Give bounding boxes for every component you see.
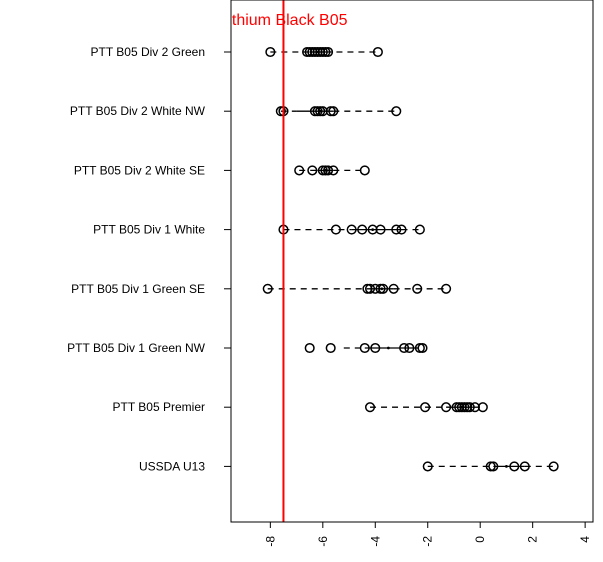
data-point bbox=[420, 402, 431, 413]
data-point bbox=[441, 283, 452, 294]
category-label: PTT B05 Div 2 White SE bbox=[74, 163, 205, 177]
x-tick-label: -4 bbox=[368, 536, 382, 547]
category-label: USSDA U13 bbox=[139, 459, 205, 473]
x-tick-label: 4 bbox=[578, 536, 592, 543]
data-point bbox=[323, 165, 334, 176]
category-label: PTT B05 Div 1 White bbox=[93, 223, 205, 237]
median-marker bbox=[386, 346, 390, 350]
category-labels: PTT B05 Div 2 Green PTT B05 Div 2 White N… bbox=[67, 45, 231, 473]
data-point bbox=[262, 283, 273, 294]
data-point bbox=[396, 224, 407, 235]
x-tick-label: -2 bbox=[421, 536, 435, 547]
data-point bbox=[388, 283, 399, 294]
x-tick-label: -8 bbox=[263, 536, 277, 547]
category-label: PTT B05 Premier bbox=[113, 400, 205, 414]
data-point bbox=[391, 224, 402, 235]
data-point bbox=[464, 402, 475, 413]
data-point bbox=[307, 165, 318, 176]
data-point bbox=[477, 402, 488, 413]
data-point bbox=[304, 342, 315, 354]
data-point bbox=[330, 224, 341, 235]
data-point bbox=[325, 342, 336, 354]
data-point bbox=[370, 342, 381, 354]
data-point bbox=[519, 461, 530, 472]
data-point bbox=[359, 342, 370, 354]
x-tick-label: 2 bbox=[526, 536, 540, 543]
median-marker bbox=[380, 287, 384, 291]
data-point bbox=[372, 46, 383, 58]
median-marker bbox=[324, 169, 327, 172]
data-point bbox=[378, 283, 389, 294]
data-point bbox=[328, 106, 339, 117]
data-point bbox=[357, 224, 368, 235]
x-tick-label: 0 bbox=[473, 536, 487, 543]
data-point bbox=[265, 46, 276, 58]
data-point bbox=[441, 402, 452, 413]
median-marker bbox=[371, 228, 375, 232]
median-marker bbox=[505, 465, 508, 468]
x-tick-label: -6 bbox=[316, 536, 330, 547]
category-label: PTT B05 Div 2 White NW bbox=[70, 104, 206, 118]
data-point bbox=[417, 342, 428, 354]
data-point bbox=[346, 224, 357, 235]
data-point bbox=[359, 165, 370, 176]
data-point bbox=[548, 461, 559, 472]
category-label: PTT B05 Div 1 Green NW bbox=[67, 341, 205, 355]
reference-line-label: Lithium Black B05 bbox=[219, 12, 347, 29]
data-point bbox=[488, 461, 499, 472]
data-point bbox=[364, 283, 376, 294]
data-point bbox=[375, 224, 386, 235]
data-point bbox=[294, 165, 305, 176]
category-label: PTT B05 Div 2 Green bbox=[91, 45, 206, 59]
reference-line-group: Lithium Black B05 bbox=[219, 0, 348, 522]
data-point bbox=[364, 402, 376, 413]
data-point bbox=[328, 165, 339, 176]
data-point bbox=[509, 461, 520, 472]
data-point bbox=[412, 283, 423, 294]
data-point bbox=[414, 224, 425, 235]
category-label: PTT B05 Div 1 Green SE bbox=[71, 282, 205, 296]
data-point bbox=[323, 46, 334, 58]
data-point bbox=[422, 461, 433, 472]
plot-frame bbox=[230, 0, 594, 523]
x-axis: -8 -6 -4 -2 0 2 4 bbox=[263, 522, 592, 547]
data-point bbox=[404, 342, 415, 354]
data-point bbox=[391, 106, 402, 117]
data-point bbox=[399, 342, 410, 354]
